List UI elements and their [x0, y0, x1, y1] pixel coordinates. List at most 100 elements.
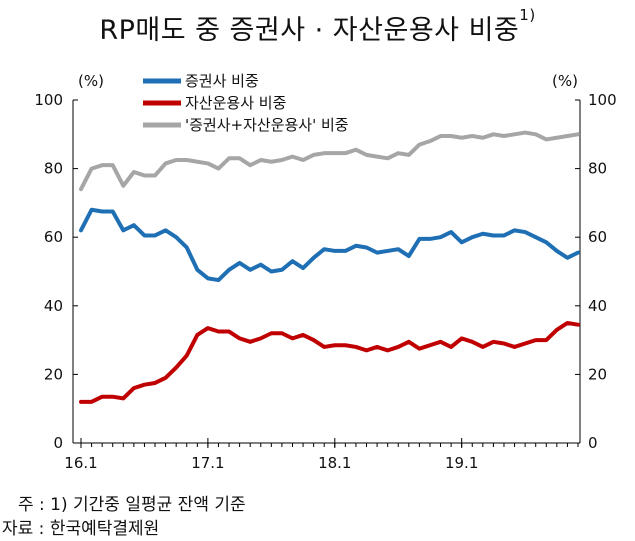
data-point — [364, 153, 369, 157]
data-point — [238, 261, 242, 265]
data-point — [502, 233, 506, 238]
data-point — [481, 345, 485, 349]
y-tick-label-left: 20 — [44, 365, 63, 383]
data-point — [576, 251, 580, 255]
data-point — [449, 134, 453, 138]
data-point — [121, 184, 125, 188]
x-tick-label: 19.1 — [445, 454, 478, 472]
data-point — [280, 158, 284, 162]
data-point — [153, 173, 157, 178]
data-point — [312, 153, 316, 157]
data-point — [163, 161, 168, 166]
data-point — [449, 230, 453, 234]
data-point — [534, 235, 538, 239]
y-tick-label-right: 0 — [588, 434, 598, 452]
data-point — [512, 345, 517, 349]
legend-label: 자산운용사 비중 — [185, 94, 286, 112]
data-point — [460, 136, 464, 140]
data-point — [111, 209, 115, 214]
data-point — [449, 345, 453, 349]
data-point — [322, 345, 326, 349]
data-point — [523, 130, 527, 135]
data-point — [163, 376, 168, 380]
data-point — [206, 276, 210, 280]
data-point — [481, 136, 485, 140]
data-point — [142, 233, 147, 238]
data-point — [89, 208, 94, 212]
data-point — [375, 154, 379, 159]
data-point — [544, 240, 548, 244]
chart-title-footnote-mark: 1) — [519, 6, 536, 24]
data-point — [512, 228, 517, 232]
y-tick-label-left: 40 — [44, 297, 63, 315]
data-point — [269, 269, 273, 274]
data-point — [407, 340, 411, 344]
data-point — [206, 161, 210, 166]
data-point — [142, 173, 147, 178]
data-point — [396, 151, 400, 155]
data-point — [460, 336, 464, 340]
data-point — [555, 136, 559, 140]
y-tick-label-left: 0 — [53, 434, 63, 452]
y-tick-label-right: 100 — [588, 91, 617, 109]
data-point — [417, 142, 421, 147]
data-point — [280, 268, 284, 272]
data-point — [100, 209, 104, 214]
data-point — [396, 247, 400, 251]
data-point — [407, 254, 411, 258]
data-point — [290, 259, 295, 263]
data-point — [132, 386, 136, 390]
data-point — [343, 151, 347, 155]
data-point — [111, 395, 115, 399]
data-point — [333, 249, 337, 253]
y-tick-label-left: 80 — [44, 160, 63, 178]
data-point — [259, 336, 263, 340]
data-point — [428, 237, 432, 241]
data-point — [364, 245, 369, 250]
data-point — [523, 230, 527, 234]
data-point — [259, 263, 263, 267]
chart-title: RP매도 중 증권사 · 자산운용사 비중1) — [0, 6, 635, 47]
data-point — [269, 331, 273, 335]
data-point — [343, 249, 347, 253]
data-point — [238, 336, 242, 340]
data-point — [206, 326, 210, 330]
data-point — [153, 381, 157, 385]
data-point — [438, 134, 443, 138]
data-point — [555, 328, 559, 332]
footnote: 주 : 1) 기간중 일평균 잔액 기준 — [18, 495, 246, 515]
data-point — [174, 158, 178, 162]
data-point — [290, 154, 295, 159]
x-tick-label: 16.1 — [64, 454, 97, 472]
data-point — [322, 151, 326, 155]
data-point — [301, 266, 305, 270]
data-point — [534, 132, 538, 136]
series-line — [79, 130, 580, 192]
data-point — [89, 400, 94, 404]
data-point — [417, 347, 421, 351]
data-point — [438, 340, 443, 344]
data-point — [195, 160, 199, 164]
data-point — [312, 338, 316, 342]
data-point — [396, 345, 400, 349]
source-note: 자료 : 한국예탁결제원 — [2, 519, 160, 539]
data-point — [364, 348, 369, 352]
series-line — [79, 320, 580, 404]
data-point — [354, 244, 358, 248]
x-tick-label: 18.1 — [318, 454, 351, 472]
data-point — [502, 341, 506, 346]
data-point — [491, 340, 496, 344]
data-point — [565, 256, 570, 260]
chart-series-layer — [79, 130, 580, 404]
data-point — [438, 235, 443, 239]
data-point — [216, 329, 221, 334]
data-point — [111, 163, 115, 167]
data-point — [142, 383, 147, 387]
data-point — [375, 345, 379, 349]
data-point — [280, 331, 284, 335]
data-point — [322, 247, 326, 251]
data-point — [132, 223, 136, 227]
data-point — [195, 333, 199, 337]
data-point — [79, 228, 83, 232]
data-point — [259, 158, 263, 162]
